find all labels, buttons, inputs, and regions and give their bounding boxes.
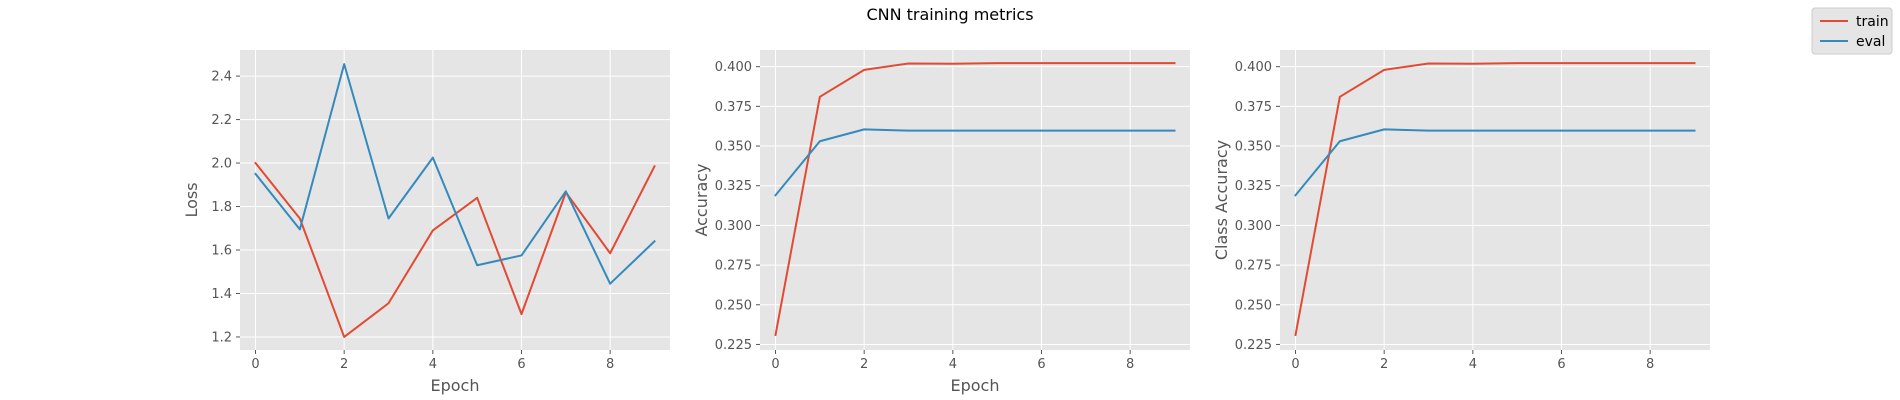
series-line-eval bbox=[774, 128, 1176, 197]
y-tick-label: 1.4 bbox=[211, 287, 232, 302]
plot-background bbox=[1280, 50, 1710, 350]
y-tick-label: 0.350 bbox=[1235, 140, 1272, 155]
y-tick-label: 2.0 bbox=[211, 157, 232, 172]
subplot-3: 0 2 4 6 8 0.225 0.250 0.275 0.300 0.325 0.350 0.375… bbox=[1212, 50, 1710, 372]
y-axis-label: Class Accuracy bbox=[1212, 140, 1231, 260]
x-tick-label: 8 bbox=[1646, 357, 1654, 372]
y-tick-label: 2.2 bbox=[211, 113, 232, 128]
x-tick-label: 4 bbox=[429, 357, 437, 372]
subplot-2: 0 2 4 6 8 0.225 0.250 0.275 0.300 0.325 0.350 0.375… bbox=[692, 50, 1190, 395]
series-line-train bbox=[254, 161, 656, 338]
subplots: 0 2 4 6 8 1.2 1.4 1.6 1.8 2.0 2.2 2.4 Epoch Loss 0 2 4 6 8… bbox=[182, 50, 1710, 395]
plot-background bbox=[760, 50, 1190, 350]
legend-label-eval: eval bbox=[1856, 34, 1885, 50]
y-tick-label: 0.275 bbox=[715, 259, 752, 274]
y-tick-label: 0.325 bbox=[1235, 179, 1272, 194]
x-tick-label: 6 bbox=[517, 357, 525, 372]
legend-label-train: train bbox=[1856, 14, 1889, 30]
y-tick-label: 0.400 bbox=[715, 60, 752, 75]
series-line-eval bbox=[254, 63, 656, 285]
y-tick-label: 1.8 bbox=[211, 200, 232, 215]
x-tick-label: 0 bbox=[251, 357, 259, 372]
y-tick-label: 0.250 bbox=[1235, 298, 1272, 313]
x-tick-label: 2 bbox=[340, 357, 348, 372]
plot-background bbox=[240, 50, 670, 350]
series-line-eval bbox=[1294, 128, 1696, 197]
x-tick-label: 0 bbox=[1291, 357, 1299, 372]
x-axis-label: Epoch bbox=[431, 376, 480, 395]
y-tick-label: 1.6 bbox=[211, 244, 232, 259]
y-tick-label: 0.325 bbox=[715, 179, 752, 194]
series-line-train bbox=[774, 62, 1176, 337]
y-tick-label: 0.250 bbox=[715, 298, 752, 313]
y-tick-label: 0.300 bbox=[715, 219, 752, 234]
x-tick-label: 6 bbox=[1037, 357, 1045, 372]
y-tick-label: 0.375 bbox=[715, 100, 752, 115]
y-tick-label: 0.225 bbox=[715, 338, 752, 353]
y-tick-label: 0.300 bbox=[1235, 219, 1272, 234]
y-tick-label: 0.350 bbox=[715, 140, 752, 155]
subplot-1: 0 2 4 6 8 1.2 1.4 1.6 1.8 2.0 2.2 2.4 Epoch Loss bbox=[182, 50, 670, 395]
y-tick-label: 0.275 bbox=[1235, 259, 1272, 274]
y-axis-label: Loss bbox=[182, 182, 201, 217]
x-axis-label: Epoch bbox=[951, 376, 1000, 395]
x-tick-label: 8 bbox=[606, 357, 614, 372]
x-tick-label: 4 bbox=[949, 357, 957, 372]
y-tick-label: 0.375 bbox=[1235, 100, 1272, 115]
legend: train eval bbox=[1811, 7, 1893, 55]
series-line-train bbox=[1294, 62, 1696, 337]
y-tick-label: 0.400 bbox=[1235, 60, 1272, 75]
legend-box bbox=[1811, 7, 1893, 55]
x-tick-label: 2 bbox=[860, 357, 868, 372]
x-tick-label: 6 bbox=[1557, 357, 1565, 372]
y-tick-label: 0.225 bbox=[1235, 338, 1272, 353]
y-axis-label: Accuracy bbox=[692, 163, 711, 236]
y-tick-label: 2.4 bbox=[211, 70, 232, 85]
y-tick-label: 1.2 bbox=[211, 330, 232, 345]
x-tick-label: 8 bbox=[1126, 357, 1134, 372]
figure-title: CNN training metrics bbox=[866, 5, 1033, 24]
x-tick-label: 4 bbox=[1469, 357, 1477, 372]
x-tick-label: 0 bbox=[771, 357, 779, 372]
x-tick-label: 2 bbox=[1380, 357, 1388, 372]
